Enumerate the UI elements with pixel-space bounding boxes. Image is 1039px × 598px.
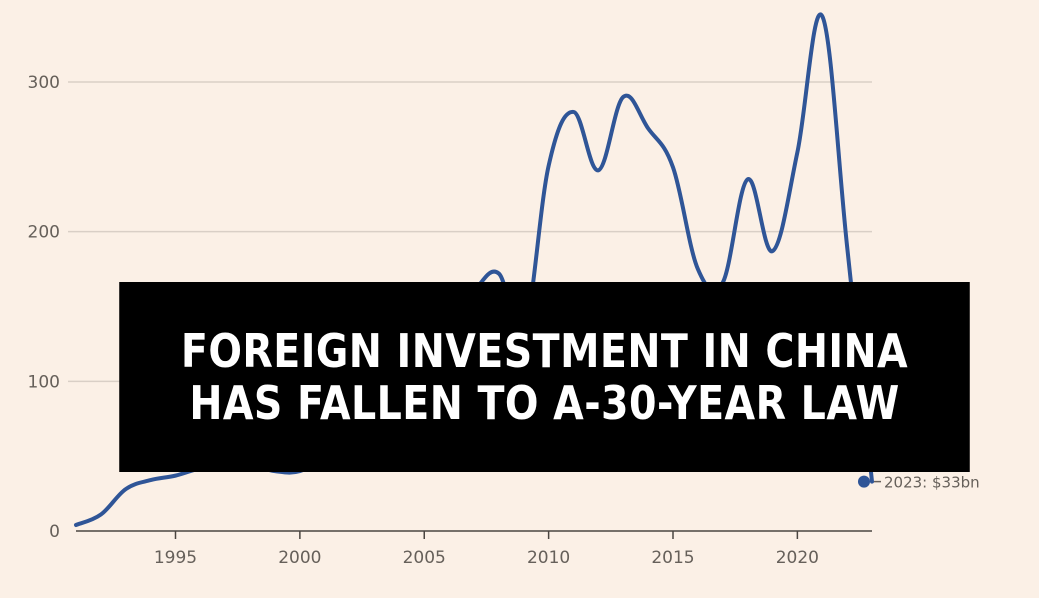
annotation-label: 2023: $33bn [884, 474, 980, 492]
y-tick-label: 0 [49, 522, 60, 542]
y-tick-label: 100 [28, 372, 60, 392]
y-tick-label: 300 [28, 73, 60, 93]
headline-banner: FOREIGN INVESTMENT IN CHINA HAS FALLEN T… [119, 282, 970, 472]
x-tick-label: 2010 [527, 548, 570, 568]
y-tick-label: 200 [28, 223, 60, 243]
x-tick-label: 1995 [154, 548, 197, 568]
x-tick-label: 2015 [651, 548, 694, 568]
x-tick-label: 2005 [403, 548, 446, 568]
headline-line-2: HAS FALLEN TO A-30-YEAR LAW [189, 376, 900, 430]
y-axis-ticks: 0 100 200 300 [28, 73, 60, 542]
x-tick-label: 2000 [278, 548, 321, 568]
x-axis-ticks: 1995 2000 2005 2010 2015 2020 [154, 531, 819, 568]
x-tick-label: 2020 [776, 548, 819, 568]
headline-line-1: FOREIGN INVESTMENT IN CHINA [180, 323, 909, 378]
annotation-dot [858, 475, 870, 488]
